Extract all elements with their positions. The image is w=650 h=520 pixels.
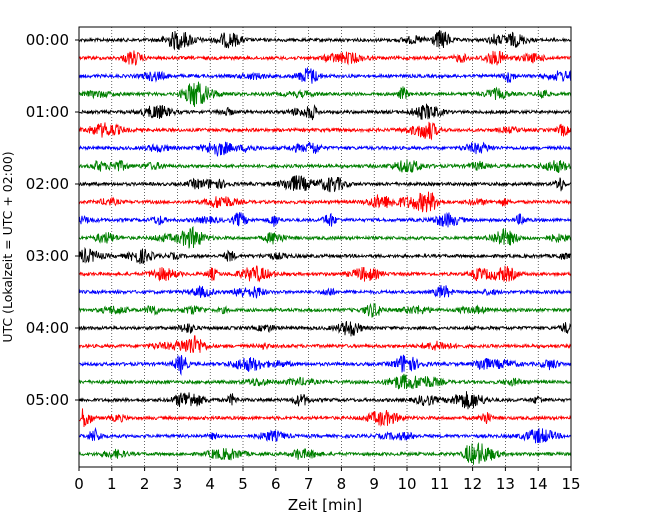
x-tick-label: 14 xyxy=(529,475,548,493)
seismic-trace xyxy=(78,320,572,337)
x-tick-label: 6 xyxy=(271,475,281,493)
seismic-trace xyxy=(78,441,572,465)
seismic-trace xyxy=(78,225,572,249)
seismic-trace xyxy=(78,50,572,66)
x-tick-label: 1 xyxy=(107,475,117,493)
seismic-trace xyxy=(78,426,572,444)
y-axis-label: UTC (Lokalzeit = UTC + 02:00) xyxy=(0,151,15,342)
seismic-traces xyxy=(78,30,572,465)
seismic-trace xyxy=(78,284,572,299)
x-tick-label: 7 xyxy=(304,475,314,493)
y-tick-label: 05:00 xyxy=(26,391,69,409)
x-tick-label: 2 xyxy=(140,475,150,493)
seismic-trace xyxy=(78,191,572,213)
y-axis-ticks: 00:00 01:00 02:00 03:00 04:00 05:00 xyxy=(26,31,79,409)
seismic-trace xyxy=(78,141,572,157)
x-tick-label: 5 xyxy=(238,475,248,493)
seismic-trace xyxy=(78,211,572,228)
x-tick-label: 4 xyxy=(205,475,215,493)
seismic-trace xyxy=(78,159,572,174)
x-axis-ticks: 0 1 2 3 4 5 6 7 8 9 10 11 12 13 14 15 xyxy=(74,467,581,493)
x-tick-label: 11 xyxy=(430,475,449,493)
x-tick-label: 0 xyxy=(74,475,84,493)
seismic-trace xyxy=(78,391,572,410)
x-tick-label: 8 xyxy=(337,475,347,493)
x-tick-label: 12 xyxy=(463,475,482,493)
x-tick-label: 3 xyxy=(173,475,183,493)
y-tick-label: 01:00 xyxy=(26,103,69,121)
seismic-trace xyxy=(78,373,572,390)
y-tick-label: 04:00 xyxy=(26,319,69,337)
x-tick-label: 9 xyxy=(369,475,379,493)
x-axis-label: Zeit [min] xyxy=(288,496,362,514)
x-tick-label: 10 xyxy=(397,475,416,493)
seismic-trace xyxy=(78,265,572,283)
seismic-trace xyxy=(78,302,572,318)
y-tick-label: 00:00 xyxy=(26,31,69,49)
plot-frame xyxy=(78,26,572,468)
seismic-trace xyxy=(78,66,572,84)
seismic-trace xyxy=(78,30,572,51)
grid-lines xyxy=(111,27,539,467)
seismic-trace xyxy=(78,246,572,265)
seismic-trace xyxy=(78,81,572,107)
y-tick-label: 02:00 xyxy=(26,175,69,193)
x-tick-label: 13 xyxy=(496,475,515,493)
seismic-trace xyxy=(78,354,572,376)
seismic-trace xyxy=(78,335,572,353)
seismic-trace xyxy=(78,408,572,428)
seismic-trace xyxy=(78,103,572,121)
seismic-trace xyxy=(78,175,572,193)
seismic-trace xyxy=(78,121,572,141)
y-tick-label: 03:00 xyxy=(26,247,69,265)
x-tick-label: 15 xyxy=(561,475,580,493)
